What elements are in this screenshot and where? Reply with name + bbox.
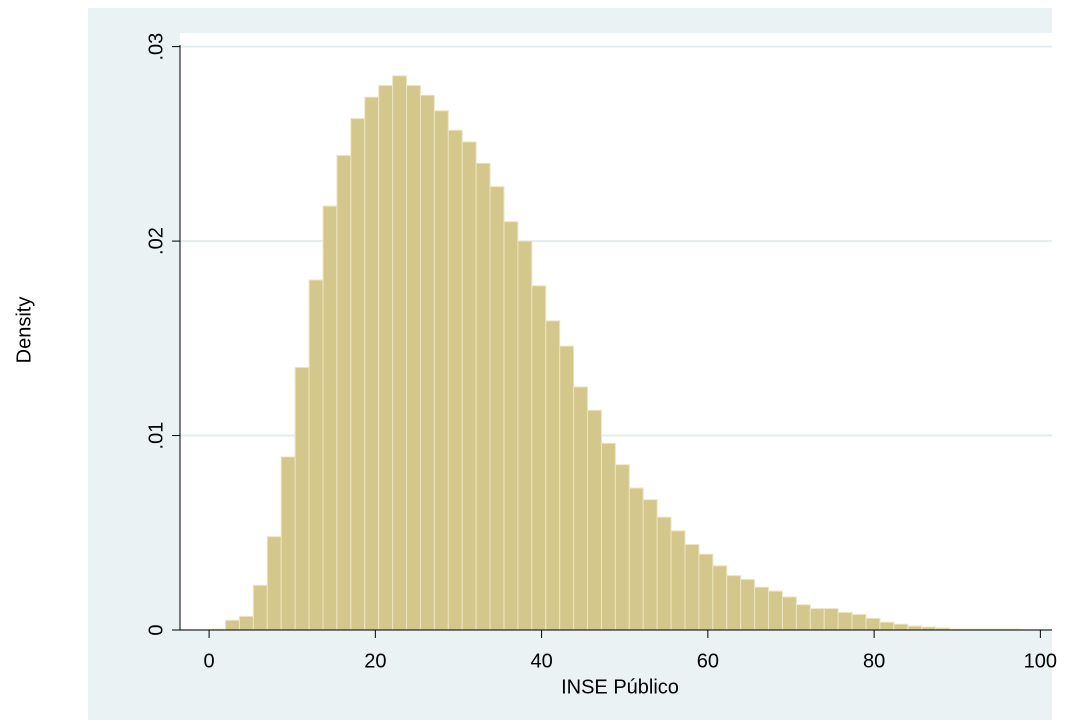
bar xyxy=(684,543,700,631)
y-tick-label: .01 xyxy=(145,422,167,450)
bar xyxy=(461,141,477,631)
bar xyxy=(642,499,658,631)
bar xyxy=(781,596,797,631)
bar xyxy=(322,205,338,631)
bar xyxy=(489,186,505,631)
bar xyxy=(573,386,589,631)
bar xyxy=(823,608,839,631)
bar xyxy=(406,85,421,631)
bar xyxy=(587,409,602,631)
bar xyxy=(280,456,296,631)
bar xyxy=(225,619,240,631)
bar xyxy=(545,320,561,631)
bar xyxy=(907,625,923,631)
bar xyxy=(837,611,853,631)
bar xyxy=(600,442,616,631)
bar xyxy=(447,129,463,631)
bar xyxy=(350,118,366,631)
bar xyxy=(670,530,686,631)
x-axis-label: INSE Público xyxy=(561,676,679,698)
bar xyxy=(851,613,867,631)
bar xyxy=(712,565,728,631)
bar xyxy=(656,516,672,631)
bar xyxy=(614,464,630,631)
bar xyxy=(768,590,783,631)
bar xyxy=(740,578,756,631)
x-tick-label: 40 xyxy=(530,650,552,672)
bar xyxy=(419,94,435,631)
bar xyxy=(433,110,449,631)
bar xyxy=(475,162,491,631)
bar xyxy=(754,586,770,631)
bar xyxy=(698,553,714,631)
bar xyxy=(238,615,254,631)
x-tick-label: 80 xyxy=(863,650,885,672)
x-tick-label: 0 xyxy=(204,650,215,672)
bar xyxy=(559,345,575,631)
y-tick-label: .03 xyxy=(145,33,167,61)
bar xyxy=(809,608,825,631)
x-tick-label: 60 xyxy=(697,650,719,672)
bar xyxy=(392,75,408,631)
bar xyxy=(364,96,380,631)
y-tick-label: .02 xyxy=(145,227,167,255)
y-tick-label: 0 xyxy=(145,624,167,635)
bar xyxy=(795,604,811,631)
bar xyxy=(378,85,394,631)
bar xyxy=(266,536,282,631)
y-axis-label: Density xyxy=(13,297,35,364)
bar xyxy=(308,279,324,631)
bar xyxy=(628,487,644,631)
bar xyxy=(865,617,881,631)
bar xyxy=(252,584,268,631)
x-tick-label: 100 xyxy=(1024,650,1057,672)
bar xyxy=(893,623,909,631)
bar xyxy=(531,285,547,631)
bar xyxy=(294,366,310,631)
bar xyxy=(517,240,533,631)
bar xyxy=(726,575,742,631)
bar xyxy=(503,221,519,631)
bar xyxy=(879,621,895,631)
x-tick-label: 20 xyxy=(364,650,386,672)
bar xyxy=(336,155,352,631)
